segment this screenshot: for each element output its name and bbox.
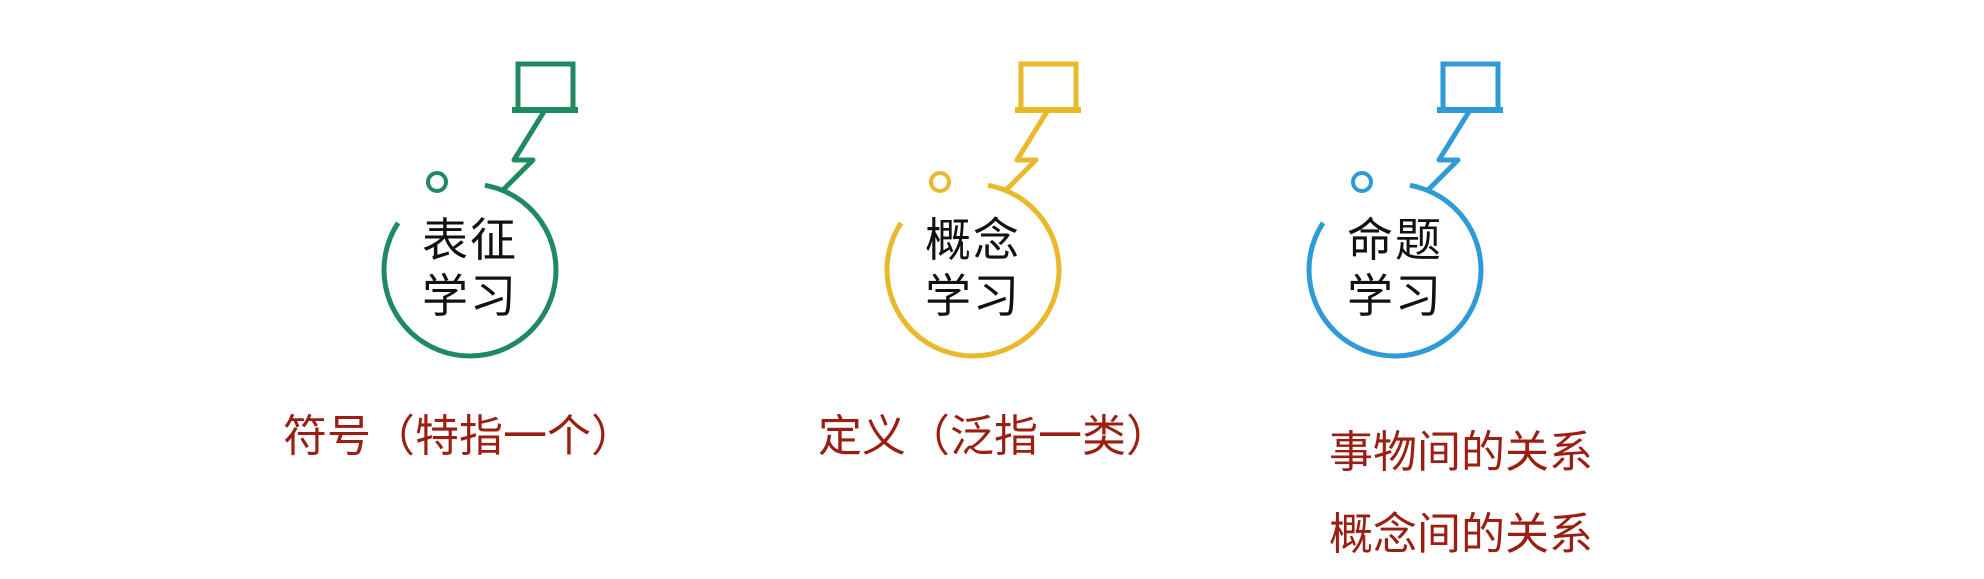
bulb-label-line1: 命题 [1347,213,1443,267]
proposition-learning-item: 命题 学习 事物间的关系 概念间的关系 [925,0,1593,579]
bulb-label-line1: 概念 [925,213,1021,267]
representation-learning-item: 表征 学习 符号（特指一个） [0,0,635,579]
flask-icon-blue [1306,61,1503,359]
caption-line: 定义（泛指一类） [818,411,1170,462]
bulb-label-line1: 表征 [422,213,518,267]
caption-line: 符号（特指一个） [283,411,635,462]
caption-line: 概念间的关系 [1329,509,1593,560]
bulb-label: 概念 学习 [893,212,1053,324]
flask-icon-yellow [884,61,1081,359]
caption: 符号（特指一个） [283,410,635,464]
flask-icon-green [381,61,578,359]
caption: 事物间的关系 概念间的关系 [1329,412,1593,576]
bulb-label-line2: 学习 [1347,269,1443,323]
concept-learning-item: 概念 学习 定义（泛指一类） [503,0,1170,579]
bulb-label: 表征 学习 [390,212,550,324]
caption-line: 事物间的关系 [1329,427,1593,478]
bulb-label-line2: 学习 [422,269,518,323]
bulb-label-line2: 学习 [925,269,1021,323]
caption: 定义（泛指一类） [818,410,1170,464]
bulb-label: 命题 学习 [1315,212,1475,324]
